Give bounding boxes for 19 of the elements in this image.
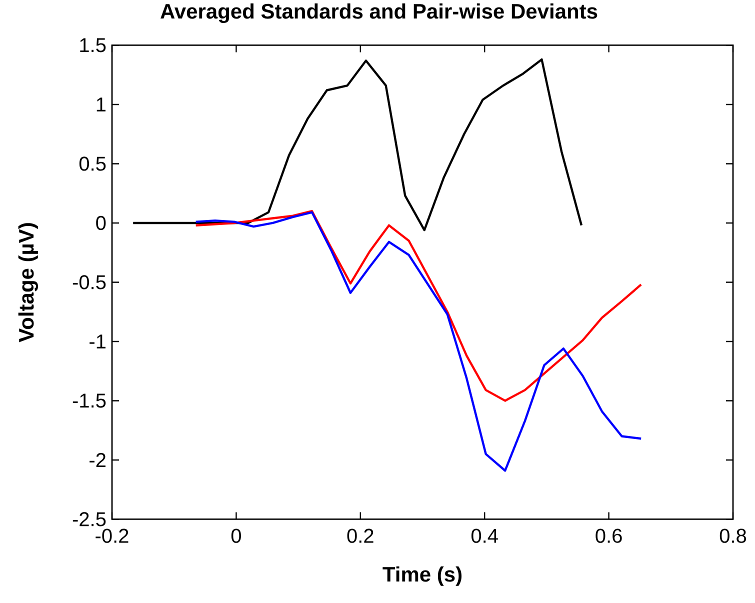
x-tick-label: 0.8	[720, 528, 746, 543]
x-axis-title: Time (s)	[382, 566, 462, 586]
x-tick-label: 0.6	[596, 528, 622, 543]
chart-title: Averaged Standards and Pair-wise Deviants	[160, 3, 598, 23]
y-tick-label: -0.5	[72, 275, 106, 290]
x-tick-label: 0	[231, 528, 241, 543]
y-axis-title: Voltage (µV)	[18, 223, 38, 342]
x-tick-label: -0.2	[96, 528, 128, 543]
y-tick-label: 0.5	[79, 156, 106, 171]
y-tick-label: -2.5	[72, 512, 106, 526]
line-series	[194, 211, 642, 472]
x-tick-label: 0.2	[347, 528, 374, 543]
x-tick-label: 0.4	[471, 528, 498, 543]
y-tick-label: -2	[90, 452, 106, 467]
y-tick-label: 1	[96, 97, 106, 112]
y-tick-label: -1	[90, 334, 106, 348]
y-tick-label: 0	[96, 216, 106, 230]
y-tick-label: -1.5	[72, 394, 106, 408]
y-tick-label: 1.5	[80, 38, 106, 52]
